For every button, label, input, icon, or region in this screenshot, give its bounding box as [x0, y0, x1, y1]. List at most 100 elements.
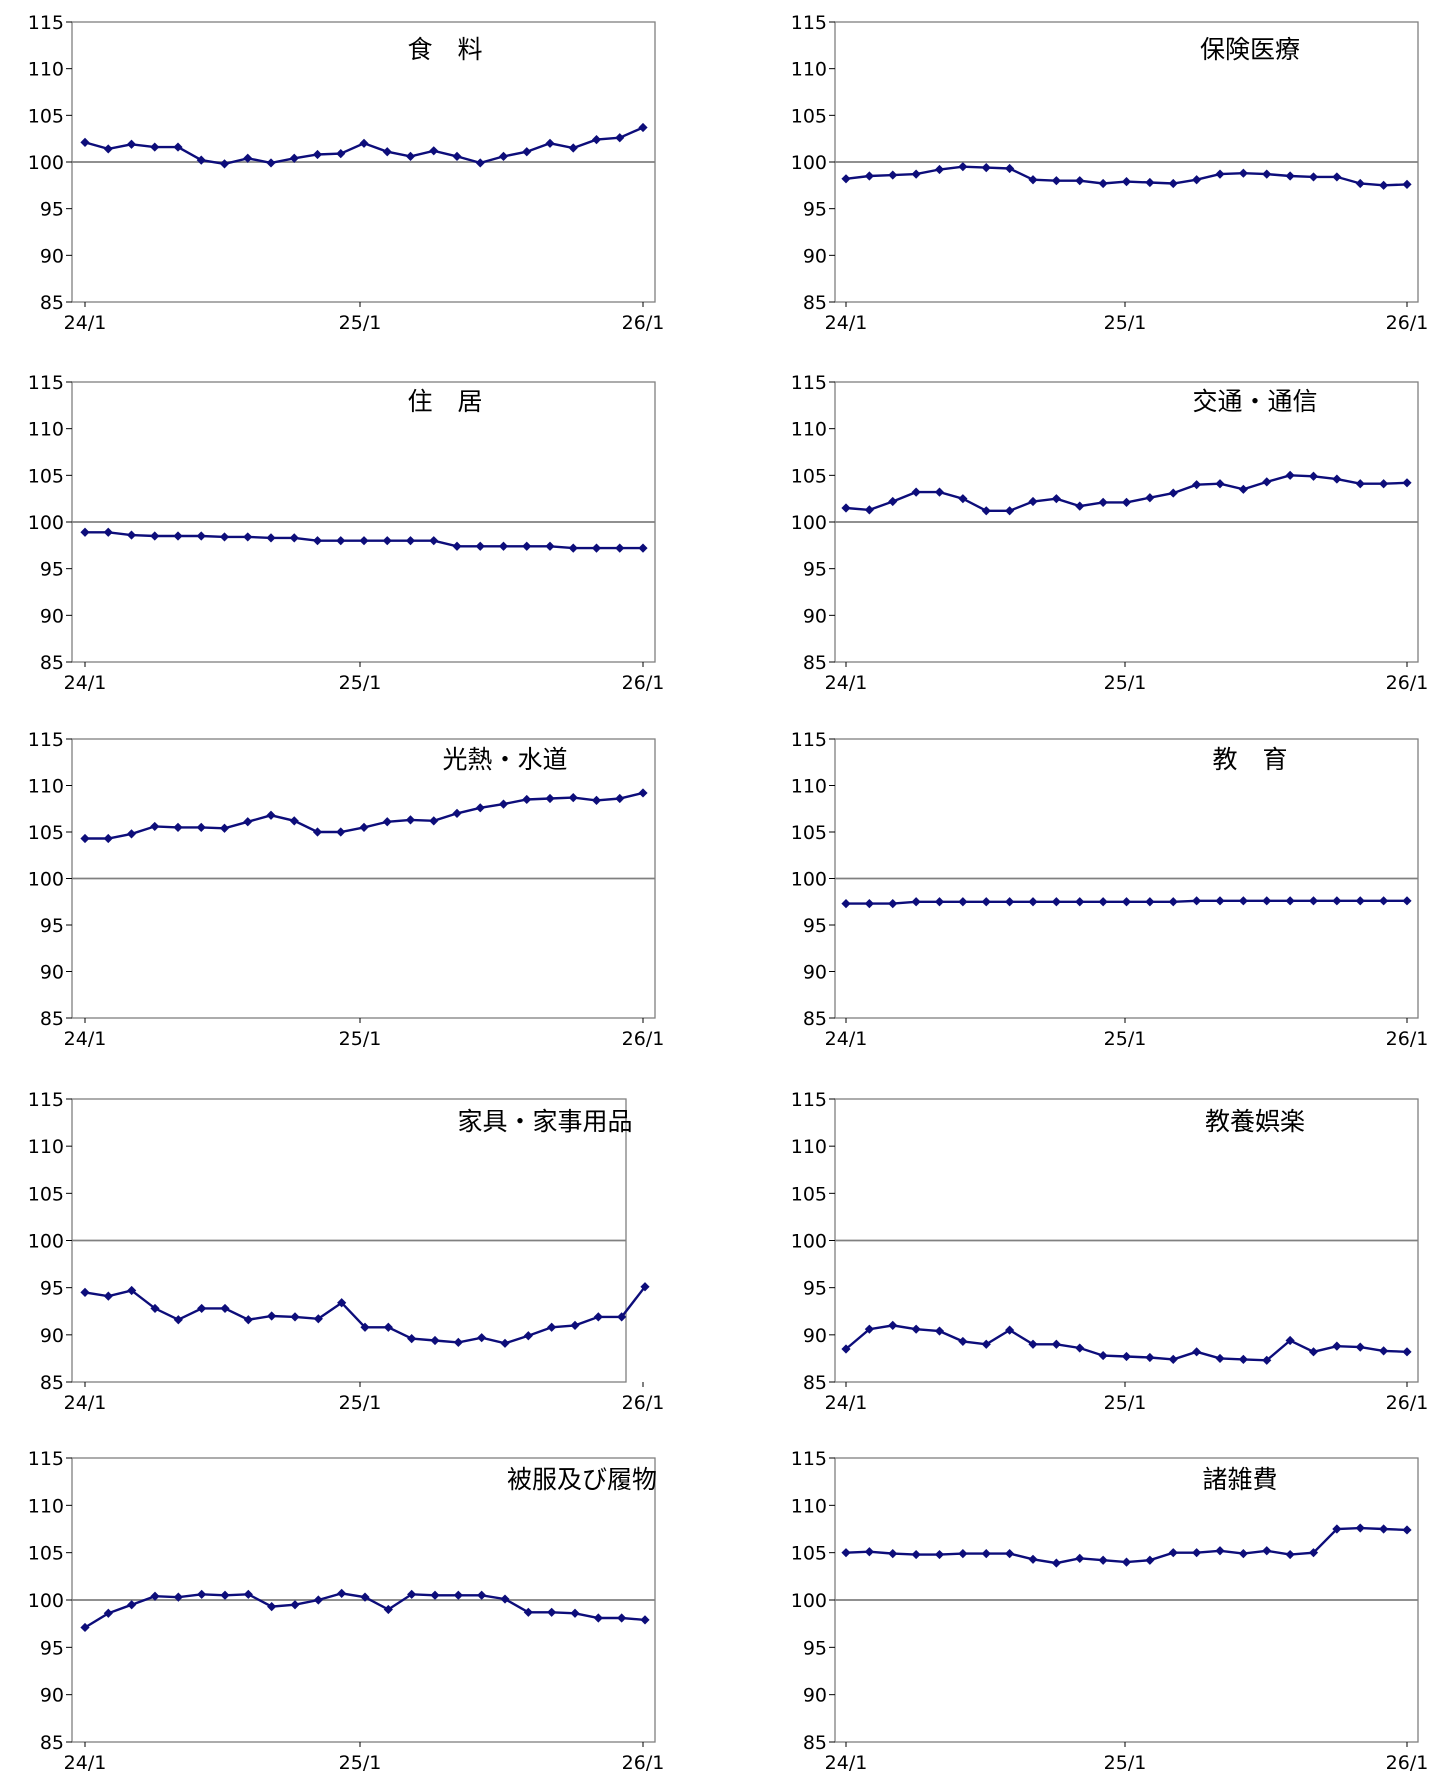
chart-title: 食 料 [407, 35, 482, 64]
data-point [382, 817, 392, 827]
data-point [1098, 897, 1108, 907]
data-point [150, 1591, 160, 1601]
data-point [1215, 169, 1225, 179]
data-point [841, 503, 851, 513]
y-tick-label: 100 [28, 152, 64, 174]
data-point [1051, 1558, 1061, 1568]
y-tick-label: 85 [803, 1732, 827, 1754]
x-tick-label: 25/1 [339, 1028, 382, 1050]
y-tick-label: 95 [40, 199, 64, 221]
data-point [1308, 896, 1319, 906]
data-point [934, 1326, 945, 1336]
data-point [1192, 1548, 1202, 1558]
x-tick-label: 26/1 [1386, 1392, 1429, 1414]
data-point [638, 788, 648, 798]
y-tick-label: 95 [803, 915, 827, 937]
data-point [593, 1613, 603, 1623]
x-tick-label: 24/1 [825, 1752, 868, 1774]
y-tick-label: 95 [803, 559, 827, 581]
data-point [173, 822, 183, 832]
data-point [615, 543, 625, 553]
data-point [1308, 172, 1319, 182]
data-point [958, 1336, 968, 1347]
y-tick-label: 105 [28, 822, 64, 844]
y-tick-label: 105 [28, 465, 64, 487]
data-point [150, 142, 160, 152]
data-point [1121, 497, 1132, 507]
data-point [453, 1590, 463, 1600]
data-point [1332, 1524, 1342, 1534]
data-point [1262, 1546, 1272, 1556]
data-point [1098, 178, 1108, 189]
data-point [126, 829, 137, 839]
data-point [1285, 1335, 1295, 1346]
x-tick-label: 26/1 [622, 1752, 665, 1774]
data-point [1379, 1524, 1389, 1534]
y-tick-label: 110 [28, 776, 64, 798]
data-point [1121, 177, 1132, 187]
data-point [337, 1588, 347, 1598]
data-point [243, 1589, 253, 1599]
data-point [547, 1322, 557, 1332]
data-point [1308, 471, 1319, 481]
data-point [522, 541, 532, 551]
x-tick-label: 25/1 [1104, 312, 1147, 334]
data-point [126, 139, 137, 149]
data-point [477, 1590, 487, 1600]
data-point [475, 541, 485, 551]
data-point [173, 531, 183, 541]
data-point [475, 158, 485, 168]
x-tick-label: 26/1 [1386, 312, 1429, 334]
data-point [523, 1331, 533, 1341]
y-tick-label: 85 [803, 652, 827, 674]
x-tick-label: 24/1 [64, 1028, 107, 1050]
y-tick-label: 115 [791, 729, 827, 751]
data-point [80, 1287, 90, 1297]
chart-title: 諸雑費 [1202, 1465, 1277, 1494]
data-point [1121, 1557, 1132, 1567]
data-point [888, 1320, 898, 1330]
chart-title: 教養娯楽 [1205, 1107, 1305, 1136]
x-tick-label: 24/1 [64, 672, 107, 694]
y-tick-label: 100 [791, 1231, 827, 1253]
data-point [888, 1549, 898, 1559]
data-point [173, 1315, 183, 1325]
y-tick-label: 95 [40, 915, 64, 937]
data-point [638, 122, 648, 133]
data-point [615, 793, 625, 804]
data-point [1215, 1353, 1225, 1364]
y-tick-label: 95 [803, 1637, 827, 1659]
data-point [336, 827, 346, 837]
data-point [1075, 1553, 1085, 1563]
data-point [103, 1608, 113, 1618]
data-point [407, 1589, 417, 1599]
data-point [289, 533, 299, 543]
x-tick-label: 25/1 [1104, 1028, 1147, 1050]
data-point [452, 151, 462, 161]
x-tick-label: 25/1 [339, 1392, 382, 1414]
data-point [1075, 176, 1085, 186]
data-point [1145, 1555, 1155, 1565]
data-point [640, 1615, 650, 1625]
data-point [1355, 896, 1365, 906]
data-point [888, 496, 898, 507]
y-tick-label: 105 [791, 1183, 827, 1205]
data-point [568, 792, 578, 803]
data-point [452, 808, 462, 818]
chart-title: 光熱・水道 [442, 745, 567, 774]
x-tick-label: 24/1 [825, 1028, 868, 1050]
data-point [522, 147, 532, 157]
y-tick-label: 85 [40, 1008, 64, 1030]
data-point [864, 1547, 874, 1557]
y-tick-label: 115 [791, 1448, 827, 1470]
data-point [841, 899, 851, 909]
data-point [1238, 896, 1248, 906]
data-point [430, 1335, 440, 1346]
y-tick-label: 115 [791, 372, 827, 394]
y-tick-label: 90 [40, 1685, 64, 1707]
y-tick-label: 115 [28, 12, 64, 34]
data-point [383, 1322, 393, 1332]
